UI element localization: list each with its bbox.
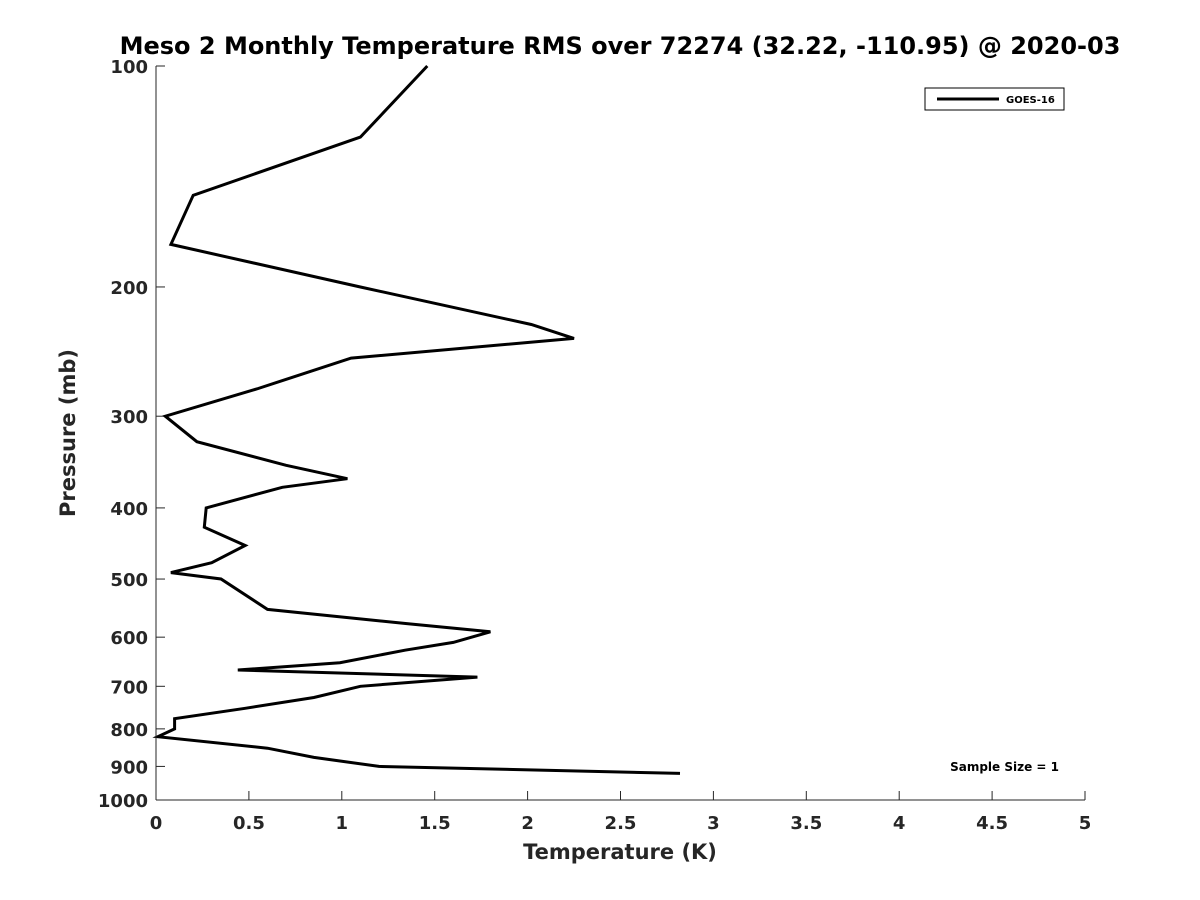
x-tick-label: 4 — [893, 813, 906, 834]
y-tick-label: 800 — [110, 720, 148, 741]
x-tick-label: 1.5 — [419, 813, 451, 834]
y-tick-label: 600 — [110, 628, 148, 649]
y-tick-label: 400 — [110, 499, 148, 520]
x-tick-label: 5 — [1079, 813, 1092, 834]
x-tick-label: 2.5 — [605, 813, 637, 834]
chart-title: Meso 2 Monthly Temperature RMS over 7227… — [120, 32, 1121, 60]
x-tick-label: 0 — [150, 813, 163, 834]
y-tick-label: 200 — [110, 278, 148, 299]
y-tick-label: 500 — [110, 570, 148, 591]
sample-size-annotation: Sample Size = 1 — [950, 760, 1059, 774]
y-tick-label: 700 — [110, 677, 148, 698]
x-axis-label: Temperature (K) — [523, 840, 717, 864]
x-tick-label: 0.5 — [233, 813, 265, 834]
x-tick-label: 1 — [336, 813, 349, 834]
series-layer — [152, 64, 681, 775]
y-tick-label: 1000 — [98, 791, 148, 812]
x-tick-label: 3.5 — [790, 813, 822, 834]
x-tick-label: 2 — [521, 813, 534, 834]
y-tick-label: 900 — [110, 757, 148, 778]
y-axis-ticks: 100 200 300 400 500 600 700 800 900 1000 — [98, 57, 165, 812]
x-tick-label: 4.5 — [976, 813, 1008, 834]
y-tick-label: 100 — [110, 57, 148, 78]
series-line-goes-16 — [152, 64, 681, 775]
y-tick-label: 300 — [110, 407, 148, 428]
x-axis-ticks: 0 0.5 1 1.5 2 2.5 3 3.5 4 4.5 5 — [150, 791, 1092, 834]
legend-label: GOES-16 — [1006, 95, 1055, 106]
y-axis-label: Pressure (mb) — [56, 349, 80, 517]
x-tick-label: 3 — [707, 813, 720, 834]
